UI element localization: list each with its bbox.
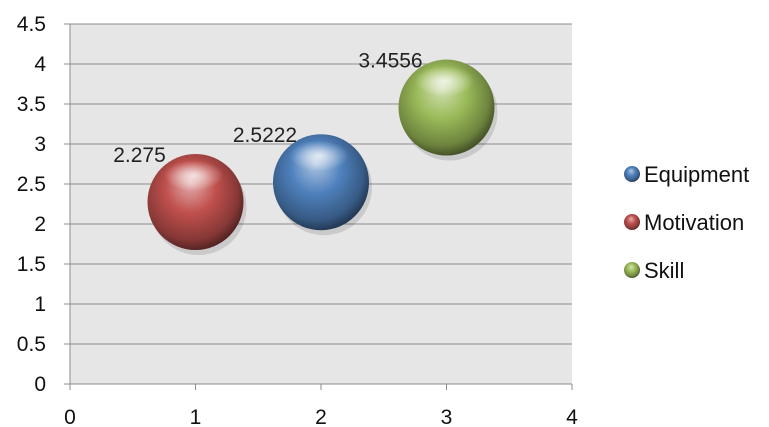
legend-item-motivation: Motivation [624, 210, 744, 235]
axes [64, 23, 573, 390]
data-label: 2.275 [113, 144, 166, 167]
y-tick-label: 4.5 [17, 13, 46, 36]
y-tick-label: 3.5 [17, 93, 46, 116]
y-tick-label: 2.5 [17, 173, 46, 196]
legend-label: Motivation [644, 210, 744, 235]
data-label: 3.4556 [358, 50, 422, 73]
bubble-skill [398, 59, 498, 161]
legend-marker [624, 214, 640, 230]
x-tick-labels: 0 1 2 3 4 [64, 406, 578, 427]
legend-item-equipment: Equipment [624, 162, 749, 187]
data-label: 2.5222 [233, 124, 297, 147]
x-tick-label: 3 [441, 406, 453, 427]
y-tick-label: 1 [34, 293, 46, 316]
legend-label: Equipment [644, 162, 749, 187]
bubble-motivation [147, 154, 247, 255]
bubble-equipment [273, 134, 372, 236]
data-labels: 2.275 2.5222 3.4556 [113, 50, 422, 167]
y-tick-label: 2 [34, 213, 46, 236]
legend: Equipment Motivation Skill [624, 162, 749, 283]
legend-item-skill: Skill [624, 258, 684, 283]
y-tick-labels: 0 0.5 1 1.5 2 2.5 3 3.5 4 4.5 [17, 13, 47, 396]
x-tick-label: 2 [315, 406, 327, 427]
y-tick-label: 4 [34, 53, 46, 76]
x-tick-label: 0 [64, 406, 76, 427]
y-tick-label: 0 [34, 373, 46, 396]
x-tick-label: 1 [190, 406, 202, 427]
legend-label: Skill [644, 258, 684, 283]
y-tick-label: 3 [34, 133, 46, 156]
legend-marker [624, 262, 640, 278]
x-tick-label: 4 [566, 406, 578, 427]
y-tick-label: 1.5 [17, 253, 46, 276]
y-tick-label: 0.5 [17, 333, 46, 356]
legend-marker [624, 166, 640, 182]
bubbles [147, 59, 498, 255]
